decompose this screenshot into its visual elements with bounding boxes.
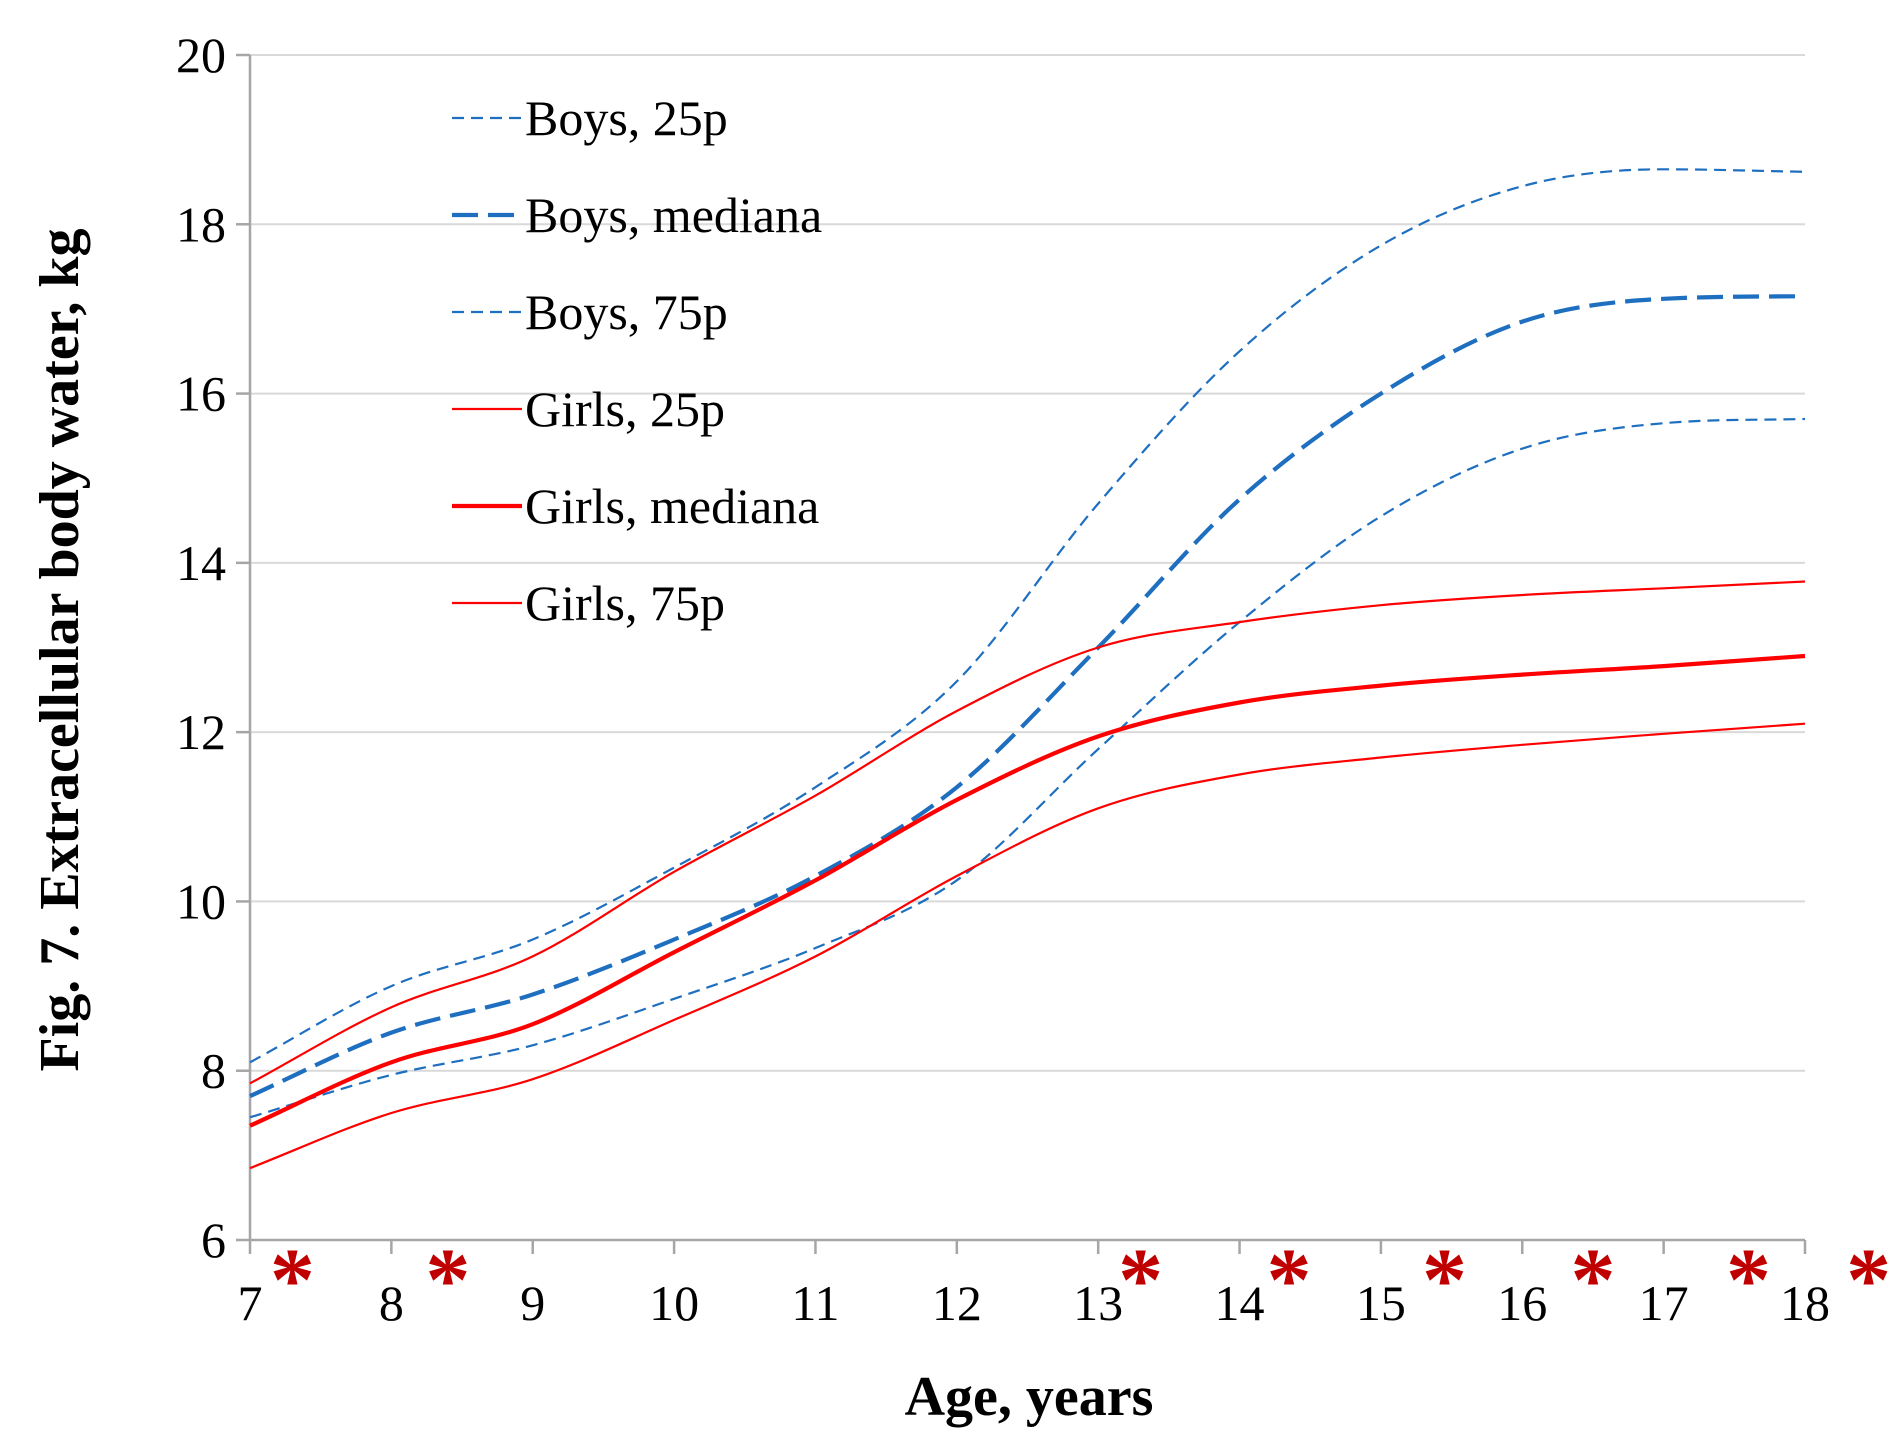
series-line (249, 168, 1806, 1064)
significance-marker: * (1726, 1231, 1771, 1330)
x-tick-label: 17 (1639, 1275, 1689, 1331)
x-tick-label: 15 (1356, 1275, 1406, 1331)
legend-label: Girls, 25p (525, 381, 725, 437)
axes: 6 8 10 12 14 16 18 20 7 8 9 10 11 12 13 14 15 16 17 18 (176, 27, 1830, 1331)
series-line (249, 580, 1806, 1085)
significance-marker: * (1267, 1231, 1312, 1330)
series-line (249, 722, 1806, 1170)
significance-marker: * (270, 1231, 315, 1330)
y-axis-title: Fig. 7. Extracellular body water, kg (29, 228, 91, 1071)
x-tick-label: 16 (1497, 1275, 1547, 1331)
series-line (249, 294, 1806, 1099)
legend-label: Girls, mediana (525, 478, 819, 534)
x-tick-label: 11 (791, 1275, 839, 1331)
legend-label: Boys, 75p (525, 284, 728, 340)
significance-marker: * (1570, 1231, 1615, 1330)
series-lines (249, 168, 1806, 1170)
legend-label: Boys, 25p (525, 90, 728, 146)
x-tick-label: 10 (649, 1275, 699, 1331)
series-line (249, 417, 1806, 1119)
y-tick-label: 10 (176, 873, 226, 929)
series-line (249, 653, 1806, 1128)
y-tick-label: 20 (176, 27, 226, 83)
x-tick-label: 9 (520, 1275, 545, 1331)
significance-marker: * (1846, 1231, 1889, 1330)
y-tick-label: 12 (176, 704, 226, 760)
y-tick-label: 14 (176, 535, 226, 591)
x-tick-label: 14 (1215, 1275, 1265, 1331)
legend: Boys, 25p Boys, mediana Boys, 75p Girls, 25… (452, 90, 822, 631)
x-tick-label: 8 (379, 1275, 404, 1331)
x-axis-title: Age, years (905, 1366, 1154, 1428)
significance-markers: * * * * * * * * (270, 1231, 1889, 1330)
x-tick-label: 13 (1073, 1275, 1123, 1331)
y-tick-label: 8 (201, 1043, 226, 1099)
x-tick-label: 18 (1780, 1275, 1830, 1331)
legend-label: Boys, mediana (525, 187, 822, 243)
y-tick-label: 18 (176, 196, 226, 252)
y-tick-label: 16 (176, 366, 226, 422)
y-tick-label: 6 (201, 1212, 226, 1268)
x-tick-label: 12 (932, 1275, 982, 1331)
x-tick-label: 7 (238, 1275, 263, 1331)
significance-marker: * (1422, 1231, 1467, 1330)
grid (250, 54, 1805, 1072)
significance-marker: * (1118, 1231, 1163, 1330)
legend-label: Girls, 75p (525, 575, 725, 631)
significance-marker: * (425, 1231, 470, 1330)
